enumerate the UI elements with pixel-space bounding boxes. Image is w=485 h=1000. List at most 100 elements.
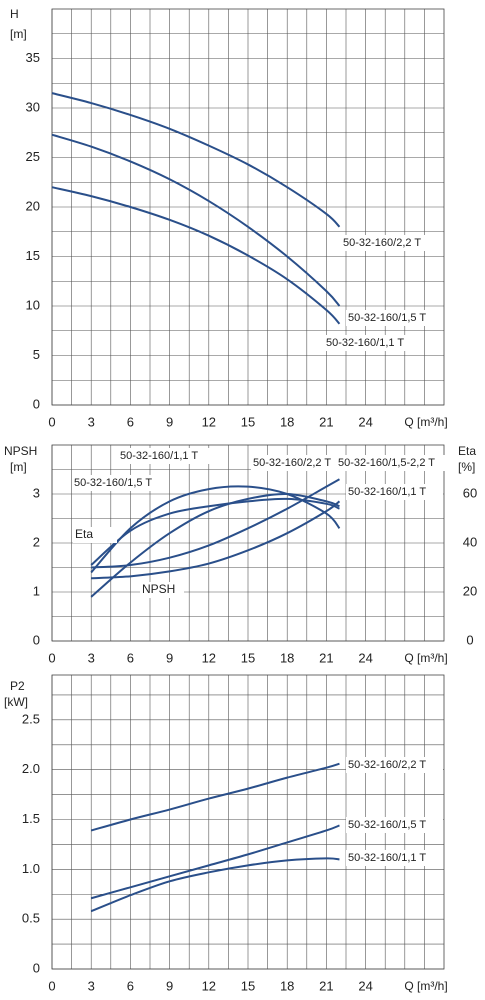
series-label: 50-32-160/1,5 T xyxy=(348,819,426,831)
label-bg xyxy=(346,850,443,866)
x-tick-label: 6 xyxy=(127,650,134,665)
label-bg xyxy=(118,448,215,464)
series-label: 50-32-160/2,2 T xyxy=(253,457,331,469)
x-tick-label: 21 xyxy=(319,650,333,665)
label-bg xyxy=(73,527,117,543)
x-tick-label: 3 xyxy=(88,978,95,993)
x-tick-label: 3 xyxy=(88,650,95,665)
xlabel-bg xyxy=(402,413,450,433)
plot-frame xyxy=(51,444,445,642)
series-line xyxy=(51,92,341,228)
series-line xyxy=(51,133,341,307)
y-axis-label: H xyxy=(10,7,19,21)
series-line xyxy=(90,824,340,900)
y2-axis-unit: [%] xyxy=(458,460,475,474)
series-label: 50-32-160/2,2 T xyxy=(343,237,421,249)
x-tick-label: 15 xyxy=(241,414,255,429)
y-axis-unit: [kW] xyxy=(4,695,28,709)
y-axis-label: P2 xyxy=(10,679,25,693)
label-bg xyxy=(346,310,443,326)
y-tick-label: 20 xyxy=(26,198,40,213)
y-tick-label: 1.0 xyxy=(22,861,40,876)
label-bg xyxy=(346,817,443,833)
label-bg xyxy=(251,455,348,471)
series-line xyxy=(90,492,340,598)
label-bg xyxy=(346,757,443,773)
x-tick-label: 9 xyxy=(166,978,173,993)
x-tick-label: 15 xyxy=(241,650,255,665)
plot-frame xyxy=(51,674,445,970)
label-bg xyxy=(341,235,438,251)
series-line xyxy=(90,497,340,566)
y-tick-label: 30 xyxy=(26,99,40,114)
x-tick-label: 18 xyxy=(280,650,294,665)
y-tick-label: 2 xyxy=(33,534,40,549)
y2-axis-label: Eta xyxy=(458,444,476,458)
label-bg xyxy=(346,484,443,500)
y-tick-label: 0.5 xyxy=(22,911,40,926)
x-tick-label: 0 xyxy=(48,978,55,993)
plot-frame xyxy=(51,8,445,406)
series-label: 50-32-160/1,1 T xyxy=(326,337,404,349)
x-tick-label: 6 xyxy=(127,978,134,993)
y-tick-label: 2.0 xyxy=(22,761,40,776)
series-label: 50-32-160/1,1 T xyxy=(348,486,426,498)
series-label: 50-32-160/1,1 T xyxy=(348,852,426,864)
y-axis-unit: [m] xyxy=(10,460,27,474)
y-tick-label: 1.5 xyxy=(22,811,40,826)
x-tick-label: 18 xyxy=(280,414,294,429)
y2-tick-label: 60 xyxy=(463,485,477,500)
label-bg xyxy=(140,582,184,598)
y-axis-label: NPSH xyxy=(4,444,37,458)
y-tick-label: 35 xyxy=(26,50,40,65)
x-axis-label: Q [m³/h] xyxy=(404,415,447,429)
annotation: Eta xyxy=(75,527,93,541)
y-tick-label: 1 xyxy=(33,583,40,598)
series-line xyxy=(91,500,341,580)
y-tick-label: 5 xyxy=(33,347,40,362)
label-bg xyxy=(336,455,458,471)
x-tick-label: 15 xyxy=(241,978,255,993)
y-tick-label: 3 xyxy=(33,485,40,500)
y-tick-label: 0 xyxy=(33,960,40,975)
series-label: 50-32-160/1,1 T xyxy=(120,450,198,462)
series-label: 50-32-160/1,5 T xyxy=(348,312,426,324)
x-tick-label: 21 xyxy=(319,978,333,993)
label-bg xyxy=(324,335,421,351)
x-axis-label: Q [m³/h] xyxy=(404,979,447,993)
series-label: 50-32-160/2,2 T xyxy=(348,759,426,771)
y-tick-label: 0 xyxy=(33,632,40,647)
x-tick-label: 12 xyxy=(202,978,216,993)
y2-tick-label: 0 xyxy=(466,632,473,647)
label-bg xyxy=(72,475,169,491)
x-tick-label: 0 xyxy=(48,414,55,429)
xlabel-bg xyxy=(402,649,450,669)
x-tick-label: 0 xyxy=(48,650,55,665)
x-tick-label: 24 xyxy=(358,650,372,665)
y-tick-label: 25 xyxy=(26,149,40,164)
series-label: 50-32-160/1,5 T xyxy=(74,477,152,489)
y-tick-label: 15 xyxy=(26,248,40,263)
x-tick-label: 3 xyxy=(88,414,95,429)
y-axis-unit: [m] xyxy=(10,27,27,41)
x-tick-label: 18 xyxy=(280,978,294,993)
annotation: NPSH xyxy=(142,582,175,596)
x-tick-label: 9 xyxy=(166,650,173,665)
y2-tick-label: 20 xyxy=(463,583,477,598)
series-line xyxy=(91,478,340,569)
x-tick-label: 6 xyxy=(127,414,134,429)
series-line xyxy=(51,186,341,325)
series-line xyxy=(90,857,340,913)
x-tick-label: 12 xyxy=(202,650,216,665)
x-tick-label: 21 xyxy=(319,414,333,429)
x-tick-label: 24 xyxy=(358,978,372,993)
y2-tick-label: 40 xyxy=(463,534,477,549)
series-label: 50-32-160/1,5-2,2 T xyxy=(338,457,435,469)
y-tick-label: 0 xyxy=(33,396,40,411)
x-axis-label: Q [m³/h] xyxy=(404,651,447,665)
series-line xyxy=(90,762,340,832)
xlabel-bg xyxy=(402,977,450,997)
x-tick-label: 24 xyxy=(358,414,372,429)
x-tick-label: 12 xyxy=(202,414,216,429)
